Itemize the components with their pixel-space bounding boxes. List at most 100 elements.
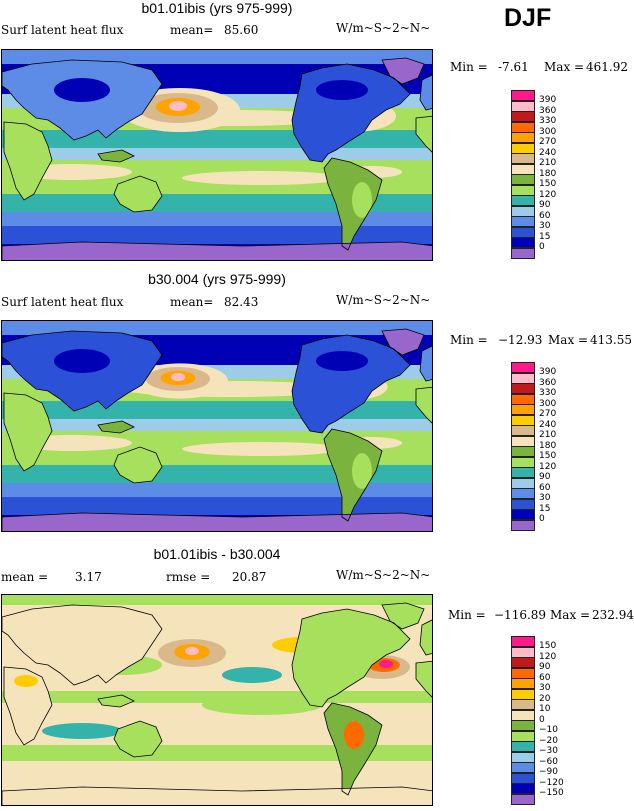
land-samerica [324,703,382,795]
colorbar-swatch [511,184,535,196]
coastline-africa [3,666,53,746]
colorbar-level-label: 90 [539,662,551,672]
land-antarctica [2,787,432,805]
panel-1-min-value: -7.61 [498,60,529,74]
colorbar-swatch [511,435,535,447]
colorbar-swatch [511,121,535,133]
colorbar-swatch [511,509,535,520]
panel-3-map [1,594,433,806]
coastline-namerica [291,608,411,708]
land-namerica [292,609,410,707]
colorbar-level-label: 210 [539,158,557,168]
colorbar-swatch [511,783,535,794]
equator-band [2,148,432,160]
coastline-antarctica [2,241,432,260]
colorbar-level-label: 30 [539,683,551,693]
colorbar-swatch [511,153,535,164]
colorbar-swatch [511,393,535,405]
coastline-africaW [415,660,432,698]
canada-low [316,351,368,371]
colorbar-level-label: −30 [539,746,558,756]
colorbar-swatch [511,488,535,499]
colorbar-level-label: 240 [539,419,557,430]
colorbar-level-label: 210 [539,430,557,440]
colorbar-level-label: 60 [539,210,551,221]
colorbar-level-label: 150 [539,451,557,461]
siberia-low [54,78,110,102]
colorbar-swatch [511,425,535,436]
colorbar-level-label: −90 [539,767,558,777]
south-pacific-max [182,442,342,456]
colorbar-level-label: 360 [539,105,557,116]
colorbar-level-label: 30 [539,221,551,231]
colorbar-swatch [511,100,535,112]
panel-2-max-value: 413.55 [590,333,632,347]
colorbar-level-label: −150 [539,788,564,798]
land-africaW [416,116,432,152]
land-antarctica [2,513,432,531]
land-euroW [420,620,432,655]
colorbar-swatch [511,111,535,122]
coastline-africa [3,392,53,472]
colorbar-swatch [511,195,535,206]
panel-1-units: W/m~S~2~N~ [336,21,431,35]
coastline-eurasia [2,59,163,141]
kuroshio-diff-core [185,647,199,655]
coastline-greenland [381,57,425,85]
colorbar-level-label: −20 [539,735,558,746]
arctic-band [2,50,432,64]
arctic-diff-band [2,595,432,605]
coastline-africa [3,121,53,201]
panel-2-variable: Surf latent heat flux [1,295,124,309]
colorbar-swatch [511,163,535,175]
panel-3-rmse-label: rmse = [166,570,211,584]
africa-positive [14,675,38,687]
colorbar-level-label: 20 [539,693,551,704]
panel-3-title: b01.01ibis - b30.004 [153,546,281,562]
land-africa [4,667,52,745]
colorbar-swatch [511,720,535,731]
panel-2-mean-value: 82.43 [224,295,259,309]
colorbar-level-label: 90 [539,200,551,210]
panel-3-min-label: Min = [448,608,486,622]
south-midlat-band [2,465,432,483]
land-africaW [416,661,432,697]
colorbar-level-label: 390 [539,367,557,377]
colorbar-swatch [511,730,535,742]
colorbar-level-label: 150 [539,641,557,651]
antarctic-margin-band [2,226,432,244]
colorbar-swatch [511,793,535,805]
panel-2-min-value: −12.93 [498,333,543,347]
colorbar-swatch [511,456,535,468]
colorbar-level-label: 270 [539,409,557,419]
panel-1-map [1,49,433,261]
land-indonesia [98,150,134,162]
colorbar-level-label: 180 [539,168,557,179]
colorbar-swatch [511,688,535,700]
colorbar-level-label: −60 [539,756,558,767]
colorbar-swatch [511,226,535,238]
south-midlat-band [2,194,432,212]
equator-band [2,419,432,431]
panel-3-rmse-value: 20.87 [232,570,267,584]
colorbar-level-label: 90 [539,472,551,482]
panel-2-map [1,320,433,532]
land-antarctica [2,242,432,260]
colorbar-level-label: 240 [539,147,557,158]
coastline-euroW [419,619,432,656]
coastline-namerica [291,63,411,163]
panel-2-max-label: Max = [548,333,589,347]
colorbar-level-label: 330 [539,388,557,398]
colorbar-level-label: 10 [539,704,551,714]
colorbar-level-label: 60 [539,672,551,683]
canada-low [316,80,368,100]
coastline-australia [113,446,163,484]
colorbar-swatch [511,667,535,679]
season-label: DJF [504,4,552,32]
coastline-indonesia [97,694,135,708]
panel-1-max-value: 461.92 [586,60,628,74]
colorbar-level-label: 60 [539,482,551,493]
colorbar-swatch [511,132,535,143]
land-africaW [416,387,432,423]
colorbar-swatch [511,646,535,658]
